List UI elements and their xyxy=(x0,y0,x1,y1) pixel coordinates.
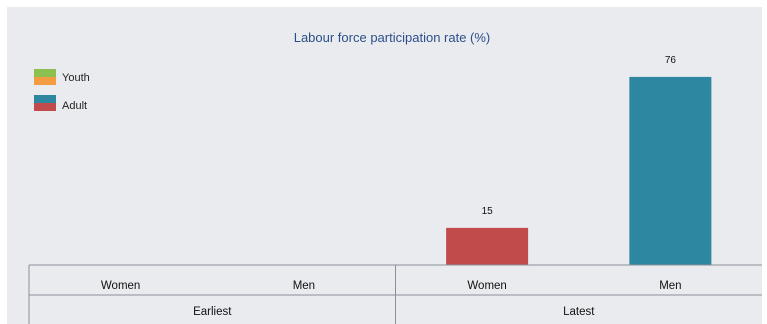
legend-item-adult: Adult xyxy=(34,95,87,112)
legend-swatch-youth-top xyxy=(34,69,56,77)
legend-item-youth: Youth xyxy=(34,69,90,85)
x-tick-label: Men xyxy=(293,280,315,292)
x-tick-label: Women xyxy=(467,280,506,292)
legend-swatch-youth-bottom xyxy=(34,77,56,85)
legend-swatch-adult-bottom xyxy=(34,103,56,111)
chart: Labour force participation rate (%) Yout… xyxy=(7,7,762,324)
legend-label-youth: Youth xyxy=(62,72,90,84)
chart-title: Labour force participation rate (%) xyxy=(294,30,491,45)
x-group-label: Latest xyxy=(563,306,595,318)
x-tick-label: Women xyxy=(101,280,140,292)
x-axis: Women Men Earliest Women Men Latest xyxy=(28,264,762,324)
x-group-label: Earliest xyxy=(193,306,232,318)
data-label: 76 xyxy=(665,55,677,66)
legend-swatch-adult-top xyxy=(34,95,56,103)
legend: Youth Adult xyxy=(34,69,90,112)
chart-svg: Labour force participation rate (%) Yout… xyxy=(28,30,762,324)
bar xyxy=(446,227,529,265)
data-label: 15 xyxy=(482,206,494,217)
legend-label-adult: Adult xyxy=(62,100,87,112)
bar xyxy=(629,76,712,266)
x-tick-label: Men xyxy=(659,280,681,292)
